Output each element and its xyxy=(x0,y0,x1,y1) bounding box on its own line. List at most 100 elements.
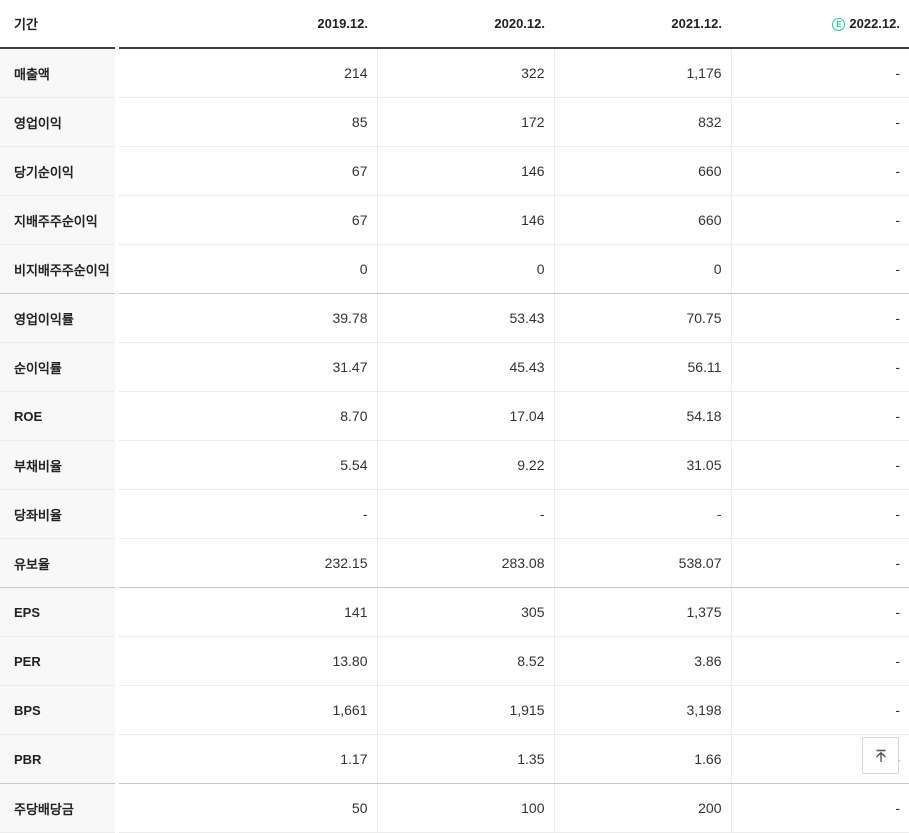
column-header-2019-12: 2019.12. xyxy=(117,0,377,49)
cell-value: 70.75 xyxy=(553,293,731,343)
table-row-net-income: 당기순이익 67 146 660 - xyxy=(0,146,909,196)
cell-value: 1.35 xyxy=(376,734,554,784)
cell-value: 146 xyxy=(376,146,554,196)
cell-value: - xyxy=(553,489,731,539)
cell-value: 1,176 xyxy=(553,48,731,98)
cell-value: 1,915 xyxy=(376,685,554,735)
cell-value: 9.22 xyxy=(376,440,554,490)
estimate-circle-e-icon: E xyxy=(832,18,846,31)
cell-value: 31.47 xyxy=(117,342,377,392)
cell-value: 660 xyxy=(553,195,731,245)
cell-value: 67 xyxy=(117,146,377,196)
table-body: 매출액 214 322 1,176 - 영업이익 85 172 832 - 당기… xyxy=(0,48,909,833)
row-label: 부채비율 xyxy=(0,440,119,490)
table-row-pbr: PBR 1.17 1.35 1.66 - xyxy=(0,734,909,784)
cell-value: 53.43 xyxy=(376,293,554,343)
scroll-to-top-button[interactable] xyxy=(862,737,899,774)
table-row-noncontrolling-net-income: 비지배주주순이익 0 0 0 - xyxy=(0,244,909,294)
column-header-2020-12: 2020.12. xyxy=(377,0,554,49)
header-row: 기간 2019.12. 2020.12. 2021.12. E 2022.12. xyxy=(0,0,909,49)
table-row-per: PER 13.80 8.52 3.86 - xyxy=(0,636,909,686)
row-label: EPS xyxy=(0,587,119,637)
row-label: 순이익률 xyxy=(0,342,119,392)
table-header: 기간 2019.12. 2020.12. 2021.12. E 2022.12. xyxy=(0,0,909,49)
cell-value: 13.80 xyxy=(117,636,377,686)
cell-value: 538.07 xyxy=(553,538,731,588)
column-header-2022-12-estimate: E 2022.12. xyxy=(731,0,909,49)
table-row-bps: BPS 1,661 1,915 3,198 - xyxy=(0,685,909,735)
table-row-debt-ratio: 부채비율 5.54 9.22 31.05 - xyxy=(0,440,909,490)
cell-value: - xyxy=(730,440,909,490)
cell-value: 17.04 xyxy=(376,391,554,441)
cell-value: 141 xyxy=(117,587,377,637)
row-label: 유보율 xyxy=(0,538,119,588)
cell-value: - xyxy=(730,146,909,196)
row-label: 지배주주순이익 xyxy=(0,195,119,245)
table-row-eps: EPS 141 305 1,375 - xyxy=(0,587,909,637)
cell-value: 146 xyxy=(376,195,554,245)
cell-value: - xyxy=(730,489,909,539)
cell-value: 8.52 xyxy=(376,636,554,686)
cell-value: 232.15 xyxy=(117,538,377,588)
cell-value: 832 xyxy=(553,97,731,147)
cell-value: 54.18 xyxy=(553,391,731,441)
table-row-controlling-net-income: 지배주주순이익 67 146 660 - xyxy=(0,195,909,245)
cell-value: - xyxy=(730,685,909,735)
cell-value: 200 xyxy=(553,783,731,833)
cell-value: 1,375 xyxy=(553,587,731,637)
cell-value: 660 xyxy=(553,146,731,196)
cell-value: 3,198 xyxy=(553,685,731,735)
cell-value: 67 xyxy=(117,195,377,245)
period-header-label: 기간 xyxy=(0,0,117,49)
row-label: 당기순이익 xyxy=(0,146,119,196)
cell-value: - xyxy=(730,293,909,343)
row-label: 비지배주주순이익 xyxy=(0,244,119,294)
cell-value: 1,661 xyxy=(117,685,377,735)
cell-value: 0 xyxy=(376,244,554,294)
row-label: ROE xyxy=(0,391,119,441)
cell-value: 39.78 xyxy=(117,293,377,343)
cell-value: - xyxy=(730,195,909,245)
cell-value: 56.11 xyxy=(553,342,731,392)
row-label: 매출액 xyxy=(0,48,119,98)
column-header-2021-12: 2021.12. xyxy=(554,0,731,49)
cell-value: 1.66 xyxy=(553,734,731,784)
cell-value: 322 xyxy=(376,48,554,98)
cell-value: 0 xyxy=(553,244,731,294)
row-label: PBR xyxy=(0,734,119,784)
cell-value: 50 xyxy=(117,783,377,833)
cell-value: - xyxy=(730,636,909,686)
column-header-2022-12-label: 2022.12. xyxy=(849,16,900,31)
cell-value: 305 xyxy=(376,587,554,637)
cell-value: - xyxy=(730,538,909,588)
table-row-dividend-per-share: 주당배당금 50 100 200 - xyxy=(0,783,909,833)
cell-value: 214 xyxy=(117,48,377,98)
row-label: PER xyxy=(0,636,119,686)
table-row-operating-margin: 영업이익률 39.78 53.43 70.75 - xyxy=(0,293,909,343)
row-label: BPS xyxy=(0,685,119,735)
arrow-up-to-top-icon xyxy=(875,749,886,762)
table-row-net-margin: 순이익률 31.47 45.43 56.11 - xyxy=(0,342,909,392)
row-label: 당좌비율 xyxy=(0,489,119,539)
row-label: 주당배당금 xyxy=(0,783,119,833)
cell-value: - xyxy=(376,489,554,539)
cell-value: 45.43 xyxy=(376,342,554,392)
row-label: 영업이익률 xyxy=(0,293,119,343)
cell-value: - xyxy=(117,489,377,539)
cell-value: - xyxy=(730,244,909,294)
table-row-revenue: 매출액 214 322 1,176 - xyxy=(0,48,909,98)
cell-value: 100 xyxy=(376,783,554,833)
cell-value: 8.70 xyxy=(117,391,377,441)
cell-value: 172 xyxy=(376,97,554,147)
cell-value: 0 xyxy=(117,244,377,294)
table-row-roe: ROE 8.70 17.04 54.18 - xyxy=(0,391,909,441)
table-row-reserve-ratio: 유보율 232.15 283.08 538.07 - xyxy=(0,538,909,588)
cell-value: - xyxy=(730,587,909,637)
cell-value: 1.17 xyxy=(117,734,377,784)
cell-value: 283.08 xyxy=(376,538,554,588)
cell-value: - xyxy=(730,48,909,98)
cell-value: 5.54 xyxy=(117,440,377,490)
cell-value: 85 xyxy=(117,97,377,147)
table-row-quick-ratio: 당좌비율 - - - - xyxy=(0,489,909,539)
